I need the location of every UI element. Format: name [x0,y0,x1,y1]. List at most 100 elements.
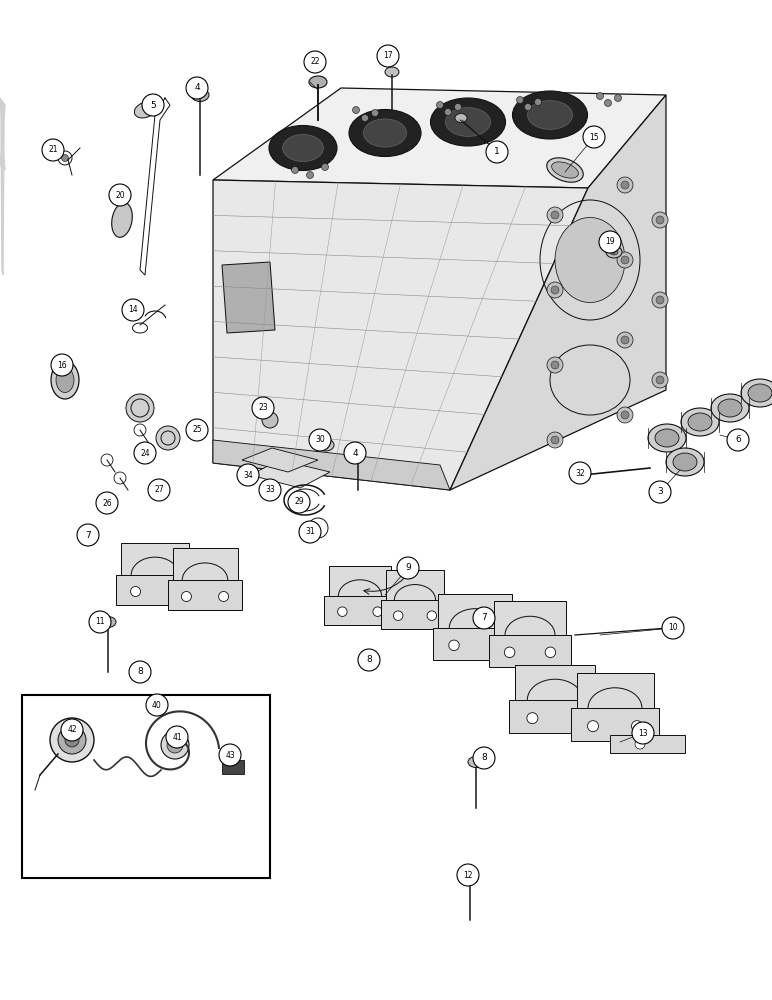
Ellipse shape [711,394,749,422]
Polygon shape [438,594,512,628]
Circle shape [373,607,382,616]
Text: 29: 29 [294,497,304,506]
Polygon shape [250,460,330,488]
Ellipse shape [688,413,712,431]
Circle shape [547,432,563,448]
Circle shape [587,721,598,732]
Bar [610,735,685,753]
Circle shape [527,713,538,724]
Circle shape [727,429,749,451]
Circle shape [617,177,633,193]
Text: 22: 22 [310,57,320,66]
Circle shape [146,694,168,716]
Circle shape [649,481,671,503]
Text: 8: 8 [481,754,487,762]
Circle shape [358,649,380,671]
Circle shape [621,256,629,264]
Ellipse shape [741,379,772,407]
Circle shape [130,586,141,596]
Circle shape [604,100,611,106]
Circle shape [259,479,281,501]
Circle shape [309,429,331,451]
Ellipse shape [351,450,365,460]
Circle shape [652,292,668,308]
Circle shape [61,719,83,741]
Text: 19: 19 [605,237,615,246]
Circle shape [51,354,73,376]
Circle shape [161,731,189,759]
Circle shape [148,479,170,501]
Text: 32: 32 [575,468,585,478]
Ellipse shape [364,119,407,147]
Ellipse shape [648,424,686,452]
Circle shape [516,97,523,104]
Circle shape [436,102,443,108]
Polygon shape [324,596,395,624]
Circle shape [551,211,559,219]
Circle shape [569,462,591,484]
Circle shape [77,524,99,546]
Ellipse shape [513,91,587,139]
Circle shape [186,419,208,441]
Text: 3: 3 [657,488,663,496]
Ellipse shape [100,616,116,628]
Circle shape [597,93,604,100]
Text: 4: 4 [195,84,200,93]
Text: 8: 8 [366,656,372,664]
Polygon shape [433,628,517,660]
Polygon shape [329,566,391,596]
Circle shape [126,394,154,422]
Polygon shape [0,98,5,275]
Text: 15: 15 [589,132,599,141]
Text: 6: 6 [735,436,741,444]
Ellipse shape [718,399,742,417]
Ellipse shape [309,76,327,88]
Ellipse shape [655,429,679,447]
Circle shape [167,737,183,753]
Text: 17: 17 [383,51,393,60]
Polygon shape [577,673,654,708]
Ellipse shape [349,109,421,156]
Circle shape [632,722,654,744]
Circle shape [652,372,668,388]
Circle shape [62,154,69,161]
Circle shape [504,647,515,658]
Circle shape [299,521,321,543]
Text: 23: 23 [258,403,268,412]
Text: 11: 11 [95,617,105,626]
Polygon shape [0,140,5,170]
Text: 7: 7 [85,530,91,540]
Circle shape [547,207,563,223]
Polygon shape [116,575,194,605]
Circle shape [551,436,559,444]
Polygon shape [381,600,449,629]
Ellipse shape [51,361,79,399]
Circle shape [96,492,118,514]
Text: 14: 14 [128,306,138,314]
Circle shape [662,617,684,639]
Text: 7: 7 [481,613,487,622]
Circle shape [142,94,164,116]
Circle shape [656,296,664,304]
Circle shape [547,282,563,298]
Text: 10: 10 [669,624,678,633]
Circle shape [371,109,378,116]
Circle shape [599,231,621,253]
Circle shape [394,611,403,620]
Circle shape [237,464,259,486]
Ellipse shape [269,125,337,170]
Ellipse shape [748,384,772,402]
Text: 30: 30 [315,436,325,444]
Circle shape [486,141,508,163]
Ellipse shape [606,246,622,258]
Circle shape [288,491,310,513]
Text: 26: 26 [102,498,112,508]
Polygon shape [172,548,238,580]
Circle shape [524,104,531,110]
Circle shape [186,77,208,99]
Ellipse shape [455,113,467,122]
Ellipse shape [610,249,618,255]
Text: 4: 4 [352,448,357,458]
Polygon shape [213,180,588,490]
Text: 41: 41 [172,732,182,742]
